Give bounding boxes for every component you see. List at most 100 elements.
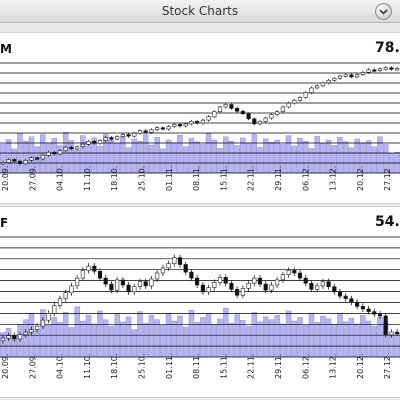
candle [280, 106, 286, 112]
volume-bar [182, 326, 189, 358]
candle [40, 319, 45, 327]
candle [217, 277, 223, 283]
candle [17, 160, 23, 164]
candle [80, 270, 85, 279]
stock-chart-m[interactable]: 20.09. 27.09. 04.10. 11.10. 18.10. 25.10. 01.1… [0, 33, 400, 203]
chart-panel-m[interactable]: M 78.7 20.09. 27.09. 04.10. 11.10. 18.10. 25.… [0, 32, 400, 204]
candle [137, 281, 143, 287]
candle [177, 124, 183, 127]
candle [200, 119, 206, 124]
candle [235, 289, 240, 296]
volume-bar [85, 314, 92, 358]
volume-bar [320, 143, 326, 174]
volume-bar [314, 322, 320, 358]
candle [52, 152, 57, 155]
candle [274, 111, 280, 115]
candle [349, 298, 354, 303]
candle [337, 291, 343, 297]
volume-bar [148, 144, 155, 174]
candle [0, 162, 5, 165]
candle [172, 124, 177, 127]
volume-bar [102, 319, 109, 358]
candle [0, 337, 5, 342]
volume-bar [160, 325, 166, 358]
volume-bar [240, 320, 246, 358]
chart-panel-f[interactable]: F 54.6 20.09. 27.09. 04.10. 11.10. 18.10. 25.… [0, 206, 400, 398]
candle [6, 335, 11, 339]
candle [292, 270, 297, 274]
candle [177, 257, 183, 265]
candle [229, 104, 234, 109]
volume-bar [23, 319, 29, 358]
candle [212, 111, 217, 118]
candle [189, 121, 194, 125]
candle [297, 97, 303, 101]
date-label: 25.10. [138, 354, 147, 379]
volume-bar [125, 316, 132, 358]
candle [240, 110, 246, 114]
volume-bar [68, 327, 75, 358]
candle [120, 134, 125, 137]
volume-bar [303, 325, 309, 358]
candle [92, 141, 97, 144]
date-label: 13.12. [329, 166, 338, 191]
candle [103, 277, 108, 285]
candle [269, 284, 274, 291]
volume-bar [245, 325, 252, 358]
candle [269, 114, 274, 119]
volume-bar [120, 135, 126, 174]
date-label: 20.12. [356, 354, 365, 379]
candle [63, 292, 68, 299]
candle [235, 108, 240, 112]
candle [6, 159, 11, 163]
candle [326, 281, 331, 287]
date-label: 20.09. [1, 166, 10, 191]
chart-symbol: M [0, 42, 12, 56]
volume-bar [74, 149, 80, 174]
candle [394, 68, 400, 71]
volume-bar [40, 309, 46, 358]
candle [109, 283, 114, 291]
candle [200, 284, 206, 293]
candle [286, 102, 291, 108]
candle [354, 301, 360, 307]
volume-bar [131, 138, 137, 174]
volume-bar [377, 316, 383, 358]
candle [149, 278, 154, 287]
volume-bar [125, 147, 132, 174]
candle [189, 271, 194, 279]
candle [349, 74, 354, 78]
volume-bar [45, 325, 52, 358]
date-label: 04.10. [56, 166, 65, 191]
candle [217, 106, 223, 112]
candle [155, 272, 160, 280]
volume-bar [360, 314, 366, 358]
volume-bar [137, 311, 143, 358]
candle [183, 123, 188, 127]
candle [383, 315, 388, 336]
date-label: 20.09. [1, 354, 10, 379]
volume-bar [108, 325, 115, 358]
candle [252, 118, 257, 125]
candle [337, 75, 343, 79]
stock-chart-f[interactable]: 20.09. 27.09. 04.10. 11.10. 18.10. 25.10. 01.1… [0, 207, 400, 397]
candle [34, 157, 40, 160]
candle [75, 146, 80, 150]
date-label: 29.11. [274, 354, 283, 379]
candle [332, 77, 337, 81]
candle [80, 143, 85, 147]
date-label: 06.12. [301, 166, 310, 191]
chevron-down-icon [379, 9, 388, 15]
window-menu-button[interactable] [375, 3, 392, 20]
candle [160, 127, 166, 130]
candle [132, 286, 137, 293]
candle [149, 129, 154, 133]
title-bar[interactable]: Stock Charts [0, 0, 400, 23]
candle [343, 295, 348, 299]
volume-bar [343, 321, 349, 358]
volume-bar [5, 327, 12, 358]
candle [206, 116, 211, 121]
candle [103, 137, 108, 141]
candle [372, 311, 377, 315]
candle [120, 279, 125, 286]
